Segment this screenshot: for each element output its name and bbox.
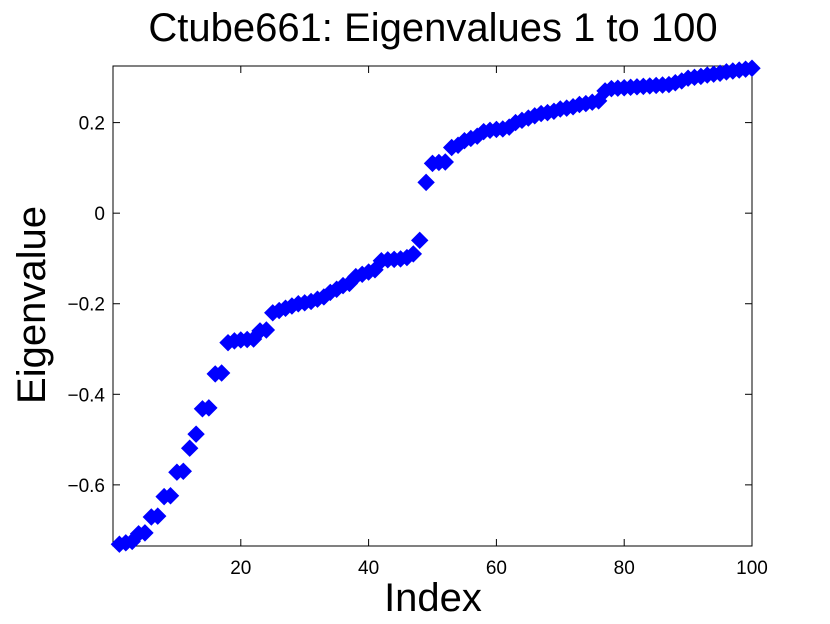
data-point (136, 524, 154, 542)
x-tick-label: 60 (486, 558, 507, 579)
x-tick-label: 100 (736, 558, 768, 579)
data-points (110, 59, 761, 553)
x-axis-label: Index (384, 576, 482, 620)
y-axis-label: Eigenvalue (10, 206, 54, 404)
x-tick-label: 80 (614, 558, 635, 579)
y-tick-label: −0.2 (67, 295, 105, 316)
data-point (212, 364, 231, 382)
y-tick-label: −0.4 (67, 385, 105, 406)
data-point (180, 439, 199, 457)
data-point (200, 399, 218, 417)
y-tick-label: 0.2 (79, 114, 105, 135)
data-point (174, 462, 192, 480)
data-point (257, 321, 276, 339)
x-tick-label: 20 (230, 558, 251, 579)
plot-area (112, 65, 753, 547)
data-point (404, 245, 423, 263)
x-tick-label: 40 (358, 558, 379, 579)
y-axis-ticks: −0.6 −0.4 −0.2 0 0.2 (67, 114, 752, 497)
data-point (743, 59, 761, 77)
data-point (417, 173, 435, 192)
data-point (411, 231, 429, 250)
data-point (436, 153, 454, 171)
y-tick-label: 0 (94, 204, 105, 225)
x-axis-ticks: 20 40 60 80 100 (230, 66, 768, 579)
chart-title: Ctube661: Eigenvalues 1 to 100 (148, 6, 717, 50)
y-tick-label: −0.6 (67, 476, 105, 497)
data-point (187, 425, 205, 443)
data-point (149, 507, 167, 525)
data-point (161, 487, 180, 505)
